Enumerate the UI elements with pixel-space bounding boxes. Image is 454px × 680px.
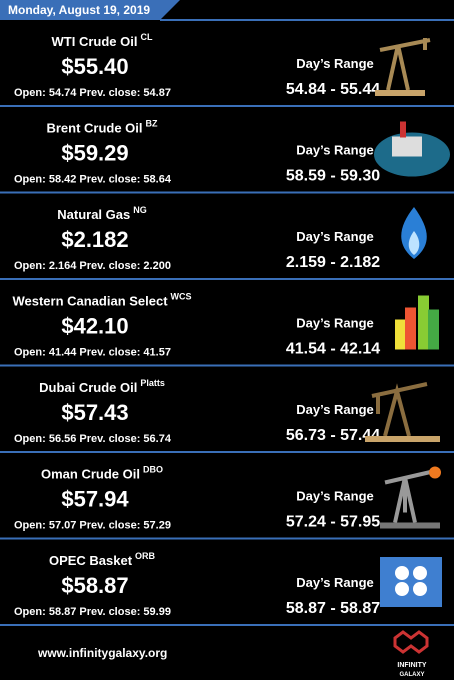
- icon: [395, 295, 439, 350]
- commodity-panel: Oman Crude Oil DBO $57.94 Open: 57.07 Prev.…: [0, 465, 454, 540]
- open-close: Open: 58.42 Prev. close: 58.64: [14, 174, 172, 186]
- icon: [375, 38, 431, 96]
- name: Brent Crude Oil: [46, 121, 142, 136]
- commodity-name: OPEC Basket ORB: [49, 551, 156, 568]
- price: $58.87: [61, 573, 128, 598]
- open-close: Open: 58.87 Prev. close: 59.99: [14, 606, 171, 618]
- icon-bar: [428, 309, 439, 350]
- icon-pumpjack: [371, 382, 428, 437]
- commodity-panel: Brent Crude Oil BZ $59.29 Open: 58.42 Prev.…: [0, 119, 454, 194]
- ticker: NG: [133, 205, 147, 215]
- icon-bar: [395, 319, 406, 350]
- range-label: Day’s Range: [296, 229, 374, 244]
- date: Monday, August 19, 2019: [8, 3, 150, 17]
- range: 41.54 - 42.14: [286, 341, 380, 358]
- name: Natural Gas: [57, 207, 130, 222]
- icon: [380, 466, 441, 529]
- icon-base: [375, 90, 425, 96]
- range-label: Day’s Range: [296, 402, 374, 417]
- icon: [374, 121, 450, 177]
- icon-dot: [413, 582, 427, 596]
- commodity-name: Brent Crude Oil BZ: [46, 119, 158, 136]
- price: $59.29: [61, 141, 128, 166]
- name: Dubai Crude Oil: [39, 380, 137, 395]
- commodity-panel: Western Canadian Select WCS $42.10 Open: 41…: [0, 292, 454, 367]
- price: $55.40: [61, 54, 128, 79]
- icon-head: [429, 466, 441, 479]
- icon-pumpjack: [379, 38, 431, 91]
- icon-platform: [392, 136, 422, 157]
- commodity-name: WTI Crude Oil CL: [52, 32, 153, 49]
- icon-flame-core: [408, 231, 420, 255]
- open-close: Open: 41.44 Prev. close: 41.57: [14, 347, 171, 359]
- commodity-name: Dubai Crude Oil Platts: [39, 378, 165, 395]
- ticker: DBO: [143, 465, 163, 475]
- commodity-panel: WTI Crude Oil CL $55.40 Open: 54.74 Prev. c…: [0, 32, 454, 107]
- logo-mark: [393, 630, 429, 654]
- open-close: Open: 54.74 Prev. close: 54.87: [14, 87, 171, 99]
- icon-stack: [400, 121, 406, 138]
- name: Oman Crude Oil: [41, 467, 140, 482]
- commodity-name: Natural Gas NG: [57, 205, 146, 222]
- ticker: ORB: [135, 551, 156, 561]
- icon-dot: [395, 566, 409, 580]
- logo-subtext: GALAXY: [399, 672, 424, 678]
- range: 58.59 - 59.30: [286, 168, 380, 185]
- icon-dot: [395, 582, 409, 596]
- range: 54.84 - 55.44: [286, 81, 380, 98]
- icon: [365, 382, 440, 442]
- range: 58.87 - 58.87: [286, 600, 380, 617]
- range-label: Day’s Range: [296, 316, 374, 331]
- icon-bar: [405, 307, 416, 350]
- date-bar: [0, 0, 180, 20]
- price: $42.10: [61, 314, 128, 339]
- range-label: Day’s Range: [296, 143, 374, 158]
- icon-base: [380, 522, 440, 529]
- ticker: BZ: [146, 119, 158, 129]
- open-close: Open: 56.56 Prev. close: 56.74: [14, 433, 172, 445]
- commodity-panel: Dubai Crude Oil Platts $57.43 Open: 56.56 P…: [0, 378, 454, 453]
- commodity-panel: OPEC Basket ORB $58.87 Open: 58.87 Prev. cl…: [0, 551, 454, 626]
- commodity-name: Oman Crude Oil DBO: [41, 465, 163, 482]
- icon-flag: [380, 557, 442, 607]
- price: $57.94: [61, 487, 129, 512]
- open-close: Open: 2.164 Prev. close: 2.200: [14, 260, 171, 272]
- range-label: Day’s Range: [296, 489, 374, 504]
- ticker: Platts: [140, 378, 165, 388]
- open-close: Open: 57.07 Prev. close: 57.29: [14, 520, 171, 532]
- range: 57.24 - 57.95: [286, 514, 380, 531]
- icon: [401, 207, 427, 259]
- price: $2.182: [61, 227, 128, 252]
- website: www.infinitygalaxy.org: [37, 646, 167, 660]
- price: $57.43: [61, 400, 128, 425]
- ticker: CL: [140, 32, 152, 42]
- ticker: WCS: [171, 292, 192, 302]
- range: 2.159 - 2.182: [286, 254, 380, 271]
- name: WTI Crude Oil: [52, 34, 138, 49]
- logo-text: INFINITY: [397, 662, 426, 669]
- name: OPEC Basket: [49, 553, 133, 568]
- name: Western Canadian Select: [12, 294, 168, 309]
- range: 56.73 - 57.44: [286, 427, 380, 444]
- logo: INFINITY GALAXY: [393, 630, 429, 678]
- icon-dot: [413, 566, 427, 580]
- icon-bar: [418, 295, 429, 350]
- commodity-name: Western Canadian Select WCS: [12, 292, 191, 309]
- commodity-panel: Natural Gas NG $2.182 Open: 2.164 Prev. clo…: [0, 205, 454, 280]
- icon: [380, 557, 442, 607]
- icon-pumpjack: [384, 468, 438, 523]
- range-label: Day’s Range: [296, 575, 374, 590]
- range-label: Day’s Range: [296, 56, 374, 71]
- icon-base: [365, 436, 440, 442]
